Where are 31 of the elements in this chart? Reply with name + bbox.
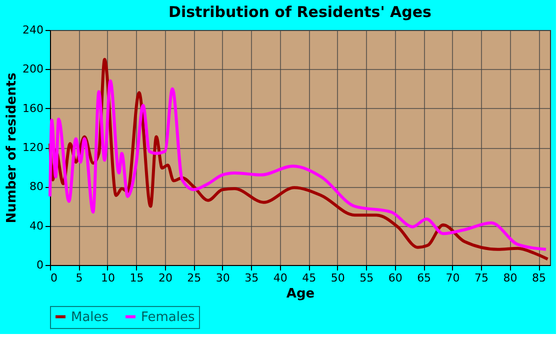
x-tick-label: 55 bbox=[360, 272, 374, 284]
y-tick-label: 0 bbox=[36, 258, 44, 272]
x-tick-label: 85 bbox=[532, 272, 546, 284]
x-tick-label: 15 bbox=[130, 272, 144, 284]
x-tick-label: 10 bbox=[100, 272, 115, 284]
y-tick-label: 240 bbox=[22, 24, 44, 36]
y-axis-title: Number of residents bbox=[4, 72, 20, 224]
x-tick-label: 65 bbox=[417, 272, 432, 284]
x-tick-label: 70 bbox=[446, 272, 460, 284]
legend-label: Males bbox=[71, 310, 109, 325]
x-tick-label: 35 bbox=[244, 272, 259, 284]
legend-label: Females bbox=[141, 310, 196, 325]
x-tick-label: 75 bbox=[474, 272, 489, 284]
chart-title: Distribution of Residents' Ages bbox=[168, 3, 432, 21]
x-tick-label: 0 bbox=[50, 272, 58, 284]
x-tick-label: 40 bbox=[273, 272, 288, 284]
x-tick-label: 5 bbox=[76, 272, 83, 284]
x-tick-label: 45 bbox=[302, 272, 316, 284]
x-axis-title: Age bbox=[286, 286, 315, 302]
y-tick-label: 200 bbox=[22, 62, 44, 76]
x-tick-label: 80 bbox=[503, 272, 518, 284]
x-tick-label: 20 bbox=[158, 272, 172, 284]
x-tick-label: 30 bbox=[216, 272, 230, 284]
y-tick-label: 80 bbox=[30, 180, 44, 194]
y-tick-label: 120 bbox=[22, 141, 44, 154]
x-tick-label: 25 bbox=[187, 272, 202, 284]
line-series bbox=[48, 79, 548, 251]
x-tick-label: 50 bbox=[330, 272, 345, 284]
y-tick-label: 40 bbox=[30, 219, 44, 232]
x-tick-label: 60 bbox=[388, 272, 402, 284]
y-tick-label: 160 bbox=[22, 102, 44, 115]
